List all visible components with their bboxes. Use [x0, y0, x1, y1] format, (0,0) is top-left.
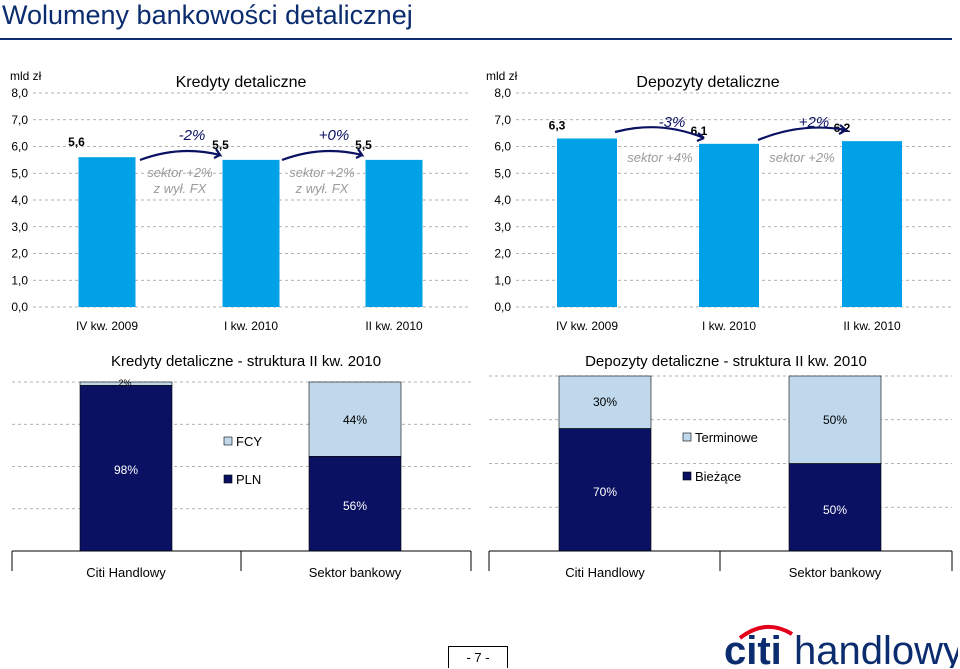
legend-swatch: [683, 472, 691, 480]
x-tick-label: Citi Handlowy: [565, 565, 645, 580]
segment-value-label: 50%: [823, 413, 847, 427]
chart-title: Depozyty detaliczne - struktura II kw. 2…: [585, 353, 867, 370]
segment-value-label: 30%: [593, 395, 617, 409]
page-number: - 7 -: [448, 646, 508, 668]
x-tick-label: Sektor bankowy: [789, 565, 882, 580]
legend-label: Terminowe: [695, 430, 758, 445]
citi-handlowy-logo: citi handlowy: [722, 618, 958, 668]
segment-value-label: 50%: [823, 503, 847, 517]
logo-handlowy: handlowy: [794, 629, 958, 668]
legend-swatch: [683, 433, 691, 441]
legend-label: Bieżące: [695, 469, 741, 484]
logo-citi: citi: [724, 629, 782, 668]
segment-value-label: 70%: [593, 485, 617, 499]
deposits-structure-chart: Depozyty detaliczne - struktura II kw. 2…: [0, 0, 960, 600]
